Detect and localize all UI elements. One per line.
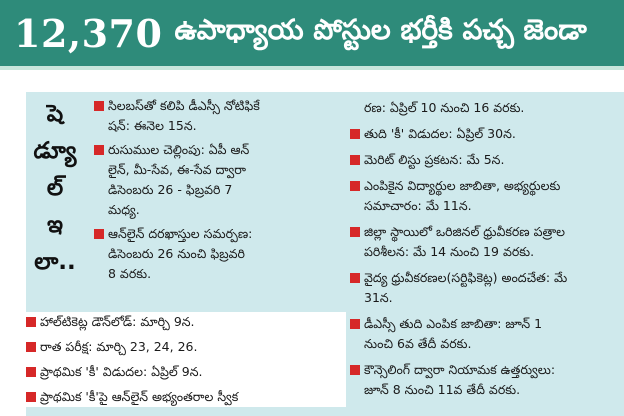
bullet-square-icon: [26, 342, 36, 352]
bullet-square-icon: [94, 145, 104, 155]
bullet-square-icon: [26, 367, 36, 377]
list-item: జిల్లా స్థాయిలో ఒరిజినల్ ధ్రువీకరణ పత్రా…: [340, 222, 622, 262]
item-line: జిల్లా స్థాయిలో ఒరిజినల్ ధ్రువీకరణ పత్రా…: [364, 224, 565, 239]
item-line: జూన్ 8 నుంచి 11వ తేదీ వరకు.: [364, 382, 521, 397]
item-line: మెరిట్ లిస్టు ప్రకటన: మే 5న.: [364, 152, 505, 167]
item-line: కౌన్సెలింగ్ ద్వారా నియామక ఉత్తర్వులు:: [364, 362, 556, 377]
bullet-square-icon: [26, 392, 36, 402]
lower-left-list: హాల్‌టికెట్ల డౌన్‌లోడ్: మార్చి 9న. రాత ప…: [0, 312, 346, 407]
list-item: ఎంపికైన విద్యార్థుల జాబితా, అభ్యర్థులకు …: [340, 176, 622, 216]
bullet-square-icon: [26, 317, 36, 327]
item-line: 31న.: [364, 290, 393, 305]
item-line: మధ్య.: [108, 202, 140, 217]
item-line: ప్రాథమిక 'కీ'పై ఆన్‌లైన్ అభ్యంతరాల స్వీక: [40, 389, 239, 404]
list-item: ఆన్‌లైన్ దరఖాస్తుల సమర్పణ: డిసెంబరు 26 న…: [84, 224, 346, 284]
list-item: హాల్‌టికెట్ల డౌన్‌లోడ్: మార్చి 9న.: [0, 312, 346, 332]
item-line: నుంచి 6వ తేదీ వరకు.: [364, 336, 472, 351]
list-item: తుది 'కీ' విడుదల: ఏప్రిల్ 30న.: [340, 124, 622, 144]
item-line: పరిశీలన: మే 14 నుంచి 19 వరకు.: [364, 244, 535, 259]
item-line: డీఎస్సీ తుది ఎంపిక జాబితా: జూన్ 1: [364, 316, 543, 331]
item-line: రణ: ఏప్రిల్ 10 నుంచి 16 వరకు.: [364, 100, 525, 115]
item-line: సమాచారం: మే 11న.: [364, 198, 472, 213]
item-line: రాత పరీక్ష: మార్చి 23, 24, 26.: [40, 339, 198, 354]
item-line: 8 వరకు.: [108, 266, 152, 281]
item-line: డిసెంబరు 26 నుంచి ఫిబ్రవరి: [108, 246, 245, 261]
schedule-label-part: డ్యూ: [33, 138, 77, 164]
list-item: మెరిట్ లిస్టు ప్రకటన: మే 5న.: [340, 150, 622, 170]
item-line: ఆన్‌లైన్ దరఖాస్తుల సమర్పణ:: [108, 226, 253, 241]
schedule-label-part: ల్: [46, 175, 64, 201]
schedule-label-part: షె: [46, 101, 64, 127]
list-item: వైద్య ధ్రువీకరణల(సర్టిఫికెట్ల) అందచేత: మ…: [340, 268, 622, 308]
list-item: రణ: ఏప్రిల్ 10 నుంచి 16 వరకు.: [340, 98, 622, 118]
list-item: ప్రాథమిక 'కీ' విడుదల: ఏప్రిల్ 9న.: [0, 362, 346, 382]
list-item: డీఎస్సీ తుది ఎంపిక జాబితా: జూన్ 1 నుంచి …: [340, 314, 622, 354]
schedule-label: షె డ్యూ ల్ ఇ లా..: [26, 92, 84, 281]
item-line: షన్: ఈనెల 15న.: [108, 118, 197, 133]
schedule-label-part: లా..: [34, 249, 76, 275]
list-item: సిలబస్‌తో కలిపి డీఎస్సీ నోటిఫికే షన్: ఈన…: [84, 96, 346, 136]
list-item: రుసుముల చెల్లింపు: ఏపీ ఆన్ లైన్, మీ-సేవ,…: [84, 140, 346, 220]
bullet-square-icon: [350, 155, 360, 165]
headline-text: ఉపాధ్యాయ పోస్టుల భర్తీకి పచ్చ జెండా: [174, 13, 587, 46]
item-line: ప్రాథమిక 'కీ' విడుదల: ఏప్రిల్ 9న.: [40, 364, 203, 379]
item-line: రుసుముల చెల్లింపు: ఏపీ ఆన్: [108, 142, 250, 157]
headline-number: 12,370: [14, 10, 163, 56]
bullet-square-icon: [94, 101, 104, 111]
right-column: రణ: ఏప్రిల్ 10 నుంచి 16 వరకు. తుది 'కీ' …: [340, 92, 622, 400]
item-line: తుది 'కీ' విడుదల: ఏప్రిల్ 30న.: [364, 126, 516, 141]
item-line: సిలబస్‌తో కలిపి డీఎస్సీ నోటిఫికే: [108, 98, 260, 113]
left-column: సిలబస్‌తో కలిపి డీఎస్సీ నోటిఫికే షన్: ఈన…: [84, 92, 346, 284]
item-line: హాల్‌టికెట్ల డౌన్‌లోడ్: మార్చి 9న.: [40, 314, 195, 329]
list-item: రాత పరీక్ష: మార్చి 23, 24, 26.: [0, 337, 346, 357]
schedule-label-part: ఇ: [47, 212, 63, 238]
list-item: ప్రాథమిక 'కీ'పై ఆన్‌లైన్ అభ్యంతరాల స్వీక: [0, 387, 346, 407]
headline-banner: 12,370 ఉపాధ్యాయ పోస్టుల భర్తీకి పచ్చ జెం…: [0, 0, 624, 70]
item-line: ఎంపికైన విద్యార్థుల జాబితా, అభ్యర్థులకు: [364, 178, 561, 193]
item-line: డిసెంబరు 26 - ఫిబ్రవరి 7: [108, 182, 233, 197]
bullet-square-icon: [350, 227, 360, 237]
bullet-square-icon: [350, 365, 360, 375]
bullet-square-icon: [350, 181, 360, 191]
item-line: లైన్, మీ-సేవ, ఈ-సేవ ద్వారా: [108, 162, 246, 177]
list-item: కౌన్సెలింగ్ ద్వారా నియామక ఉత్తర్వులు: జూ…: [340, 360, 622, 400]
bullet-square-icon: [350, 129, 360, 139]
bullet-square-icon: [350, 319, 360, 329]
bullet-square-icon: [350, 273, 360, 283]
item-line: వైద్య ధ్రువీకరణల(సర్టిఫికెట్ల) అందచేత: మ…: [364, 270, 568, 285]
bullet-square-icon: [94, 229, 104, 239]
